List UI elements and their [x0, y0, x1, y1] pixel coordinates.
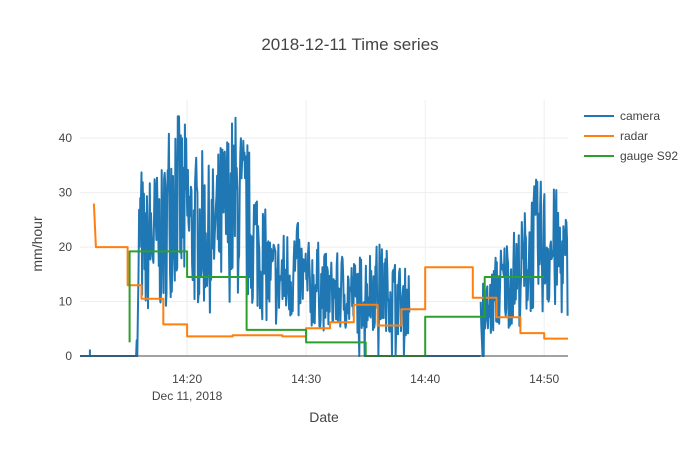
- x-tick-sublabel: Dec 11, 2018: [152, 389, 223, 403]
- series-layer: [80, 115, 569, 357]
- axes: 0 10 20 30 40 14:20 Dec 11, 2018 14:30 14:40 14:5…: [59, 131, 568, 403]
- x-tick-label: 14:20: [172, 372, 202, 386]
- y-tick-label: 20: [59, 240, 73, 254]
- x-tick-label: 14:30: [291, 372, 321, 386]
- chart-title: 2018-12-11 Time series: [261, 35, 438, 54]
- series-line-camera: [80, 115, 569, 357]
- y-tick-label: 0: [65, 349, 72, 363]
- legend-label-gauge-s92: gauge S92: [620, 149, 678, 163]
- y-tick-label: 10: [59, 295, 73, 309]
- legend: camera radar gauge S92: [584, 109, 678, 163]
- y-tick-label: 30: [59, 186, 73, 200]
- series-line-gauge-s92: [128, 250, 545, 357]
- x-tick-label: 14:40: [410, 372, 440, 386]
- legend-label-camera: camera: [620, 109, 660, 123]
- y-tick-label: 40: [59, 131, 73, 145]
- x-tick-label: 14:50: [529, 372, 559, 386]
- y-axis-title: mm/hour: [29, 216, 45, 272]
- legend-label-radar: radar: [620, 129, 648, 143]
- x-axis-title: Date: [309, 409, 339, 425]
- series-line-radar: [92, 203, 568, 340]
